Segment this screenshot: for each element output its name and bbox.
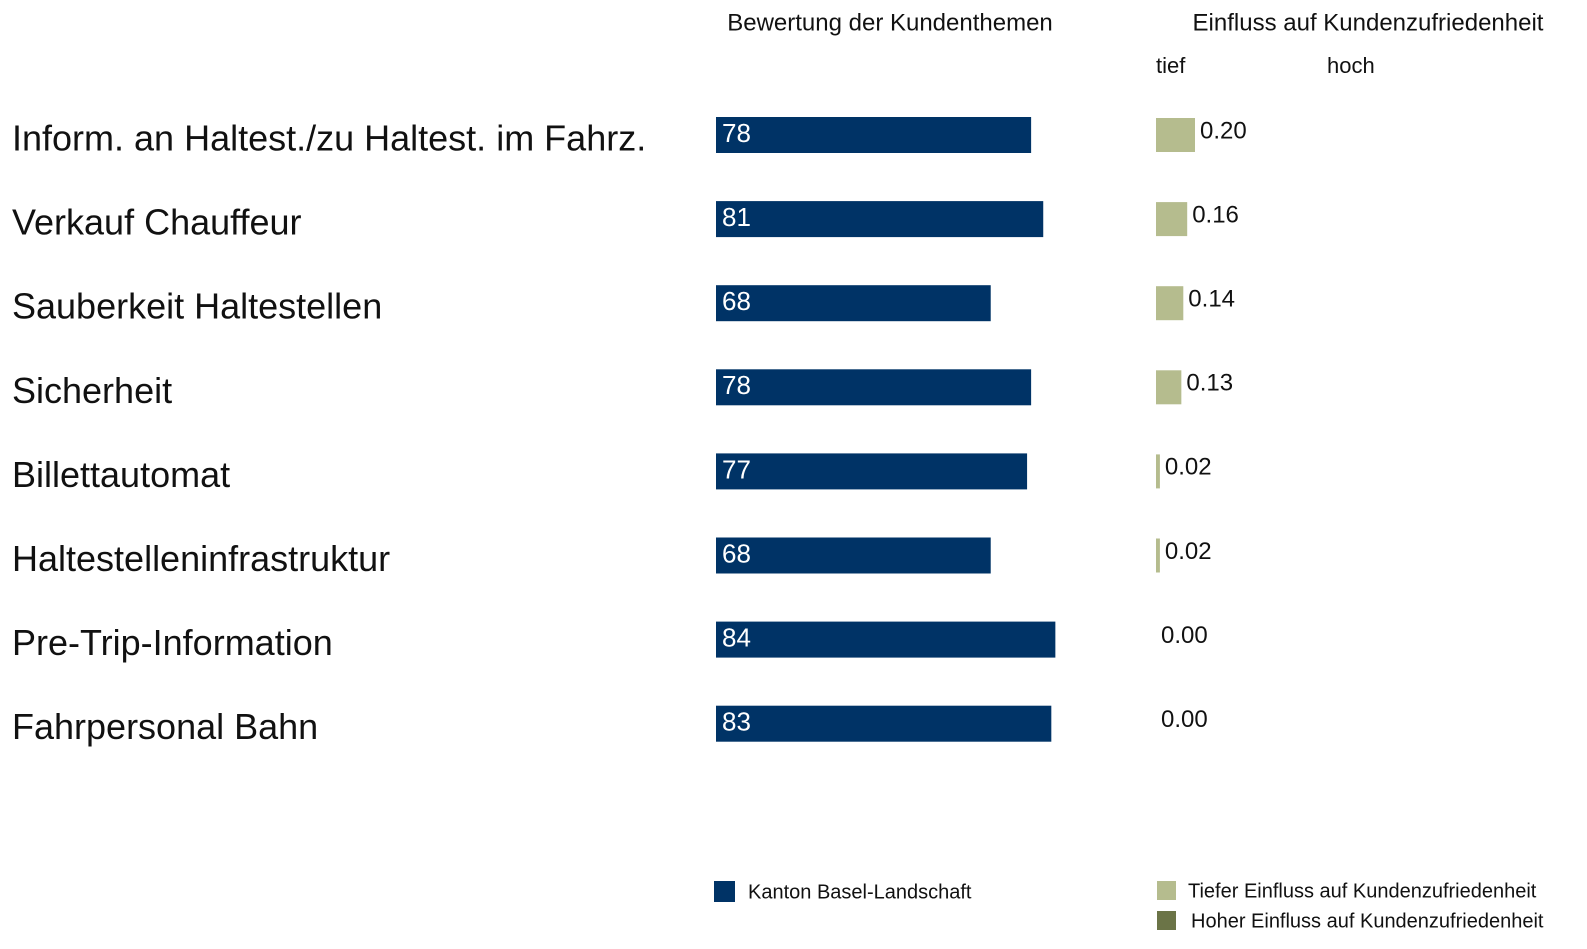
value-label: 68 bbox=[722, 538, 751, 568]
value-label: 77 bbox=[722, 454, 751, 484]
bar bbox=[716, 537, 991, 574]
category-label: Sauberkeit Haltestellen bbox=[12, 286, 382, 327]
legend-swatch bbox=[714, 881, 735, 902]
panel-title: Bewertung der Kundenthemen bbox=[727, 9, 1053, 36]
bar bbox=[716, 705, 1052, 742]
bar bbox=[1156, 286, 1184, 321]
value-label: 0.02 bbox=[1165, 538, 1212, 565]
value-label: 78 bbox=[722, 118, 751, 148]
value-label: 78 bbox=[722, 370, 751, 400]
value-label: 0.20 bbox=[1200, 117, 1247, 144]
bar bbox=[1156, 202, 1188, 237]
value-label: 81 bbox=[722, 202, 751, 232]
category-label: Fahrpersonal Bahn bbox=[12, 706, 318, 747]
bar bbox=[1156, 538, 1160, 573]
panel-title: Einfluss auf Kundenzufriedenheit bbox=[1193, 9, 1544, 36]
category-label: Inform. an Haltest./zu Haltest. im Fahrz… bbox=[12, 118, 646, 159]
legend-label: Tiefer Einfluss auf Kundenzufriedenheit bbox=[1188, 880, 1537, 902]
value-label: 0.00 bbox=[1161, 622, 1208, 649]
legend-swatch bbox=[1157, 911, 1176, 930]
category-label: Sicherheit bbox=[12, 370, 172, 411]
bar bbox=[716, 285, 991, 322]
axis-label: hoch bbox=[1327, 53, 1375, 78]
bar bbox=[716, 369, 1032, 406]
category-label: Haltestelleninfrastruktur bbox=[12, 538, 390, 579]
value-label: 0.00 bbox=[1161, 706, 1208, 733]
value-label: 84 bbox=[722, 622, 751, 652]
legend-label: Hoher Einfluss auf Kundenzufriedenheit bbox=[1191, 910, 1544, 932]
bar bbox=[1156, 454, 1160, 489]
category-label: Billettautomat bbox=[12, 454, 230, 495]
value-label: 0.13 bbox=[1186, 370, 1233, 397]
legend-swatch bbox=[1157, 881, 1176, 900]
value-label: 0.16 bbox=[1192, 201, 1239, 228]
value-label: 0.02 bbox=[1165, 454, 1212, 481]
bar bbox=[716, 117, 1032, 153]
bar bbox=[716, 201, 1044, 238]
category-label: Pre-Trip-Information bbox=[12, 622, 333, 663]
category-label: Verkauf Chauffeur bbox=[12, 202, 302, 243]
bar bbox=[1156, 370, 1182, 405]
value-label: 83 bbox=[722, 707, 751, 737]
bar bbox=[716, 453, 1028, 490]
bar bbox=[1156, 118, 1195, 152]
bar bbox=[716, 621, 1056, 658]
value-label: 0.14 bbox=[1188, 286, 1235, 313]
legend-label: Kanton Basel-Landschaft bbox=[748, 881, 972, 903]
axis-label: tief bbox=[1156, 53, 1186, 78]
value-label: 68 bbox=[722, 286, 751, 316]
